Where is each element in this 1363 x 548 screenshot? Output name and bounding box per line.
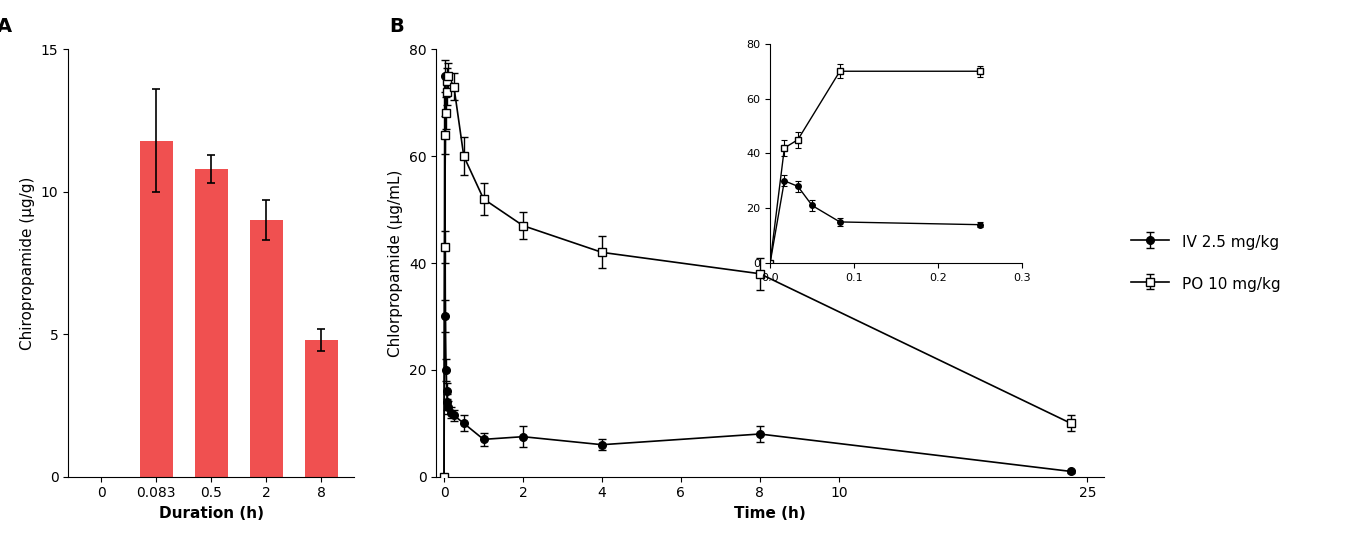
Legend: IV 2.5 mg/kg, PO 10 mg/kg: IV 2.5 mg/kg, PO 10 mg/kg bbox=[1124, 227, 1287, 299]
Bar bbox=[249, 220, 284, 477]
X-axis label: Duration (h): Duration (h) bbox=[158, 506, 264, 521]
Text: B: B bbox=[390, 17, 405, 36]
Text: A: A bbox=[0, 17, 12, 36]
Bar bbox=[305, 340, 338, 477]
Y-axis label: Chlorpropamide (µg/mL): Chlorpropamide (µg/mL) bbox=[388, 169, 403, 357]
Y-axis label: Chiropropamide (µg/g): Chiropropamide (µg/g) bbox=[20, 176, 35, 350]
Bar bbox=[195, 169, 228, 477]
X-axis label: Time (h): Time (h) bbox=[735, 506, 806, 521]
Bar bbox=[140, 140, 173, 477]
